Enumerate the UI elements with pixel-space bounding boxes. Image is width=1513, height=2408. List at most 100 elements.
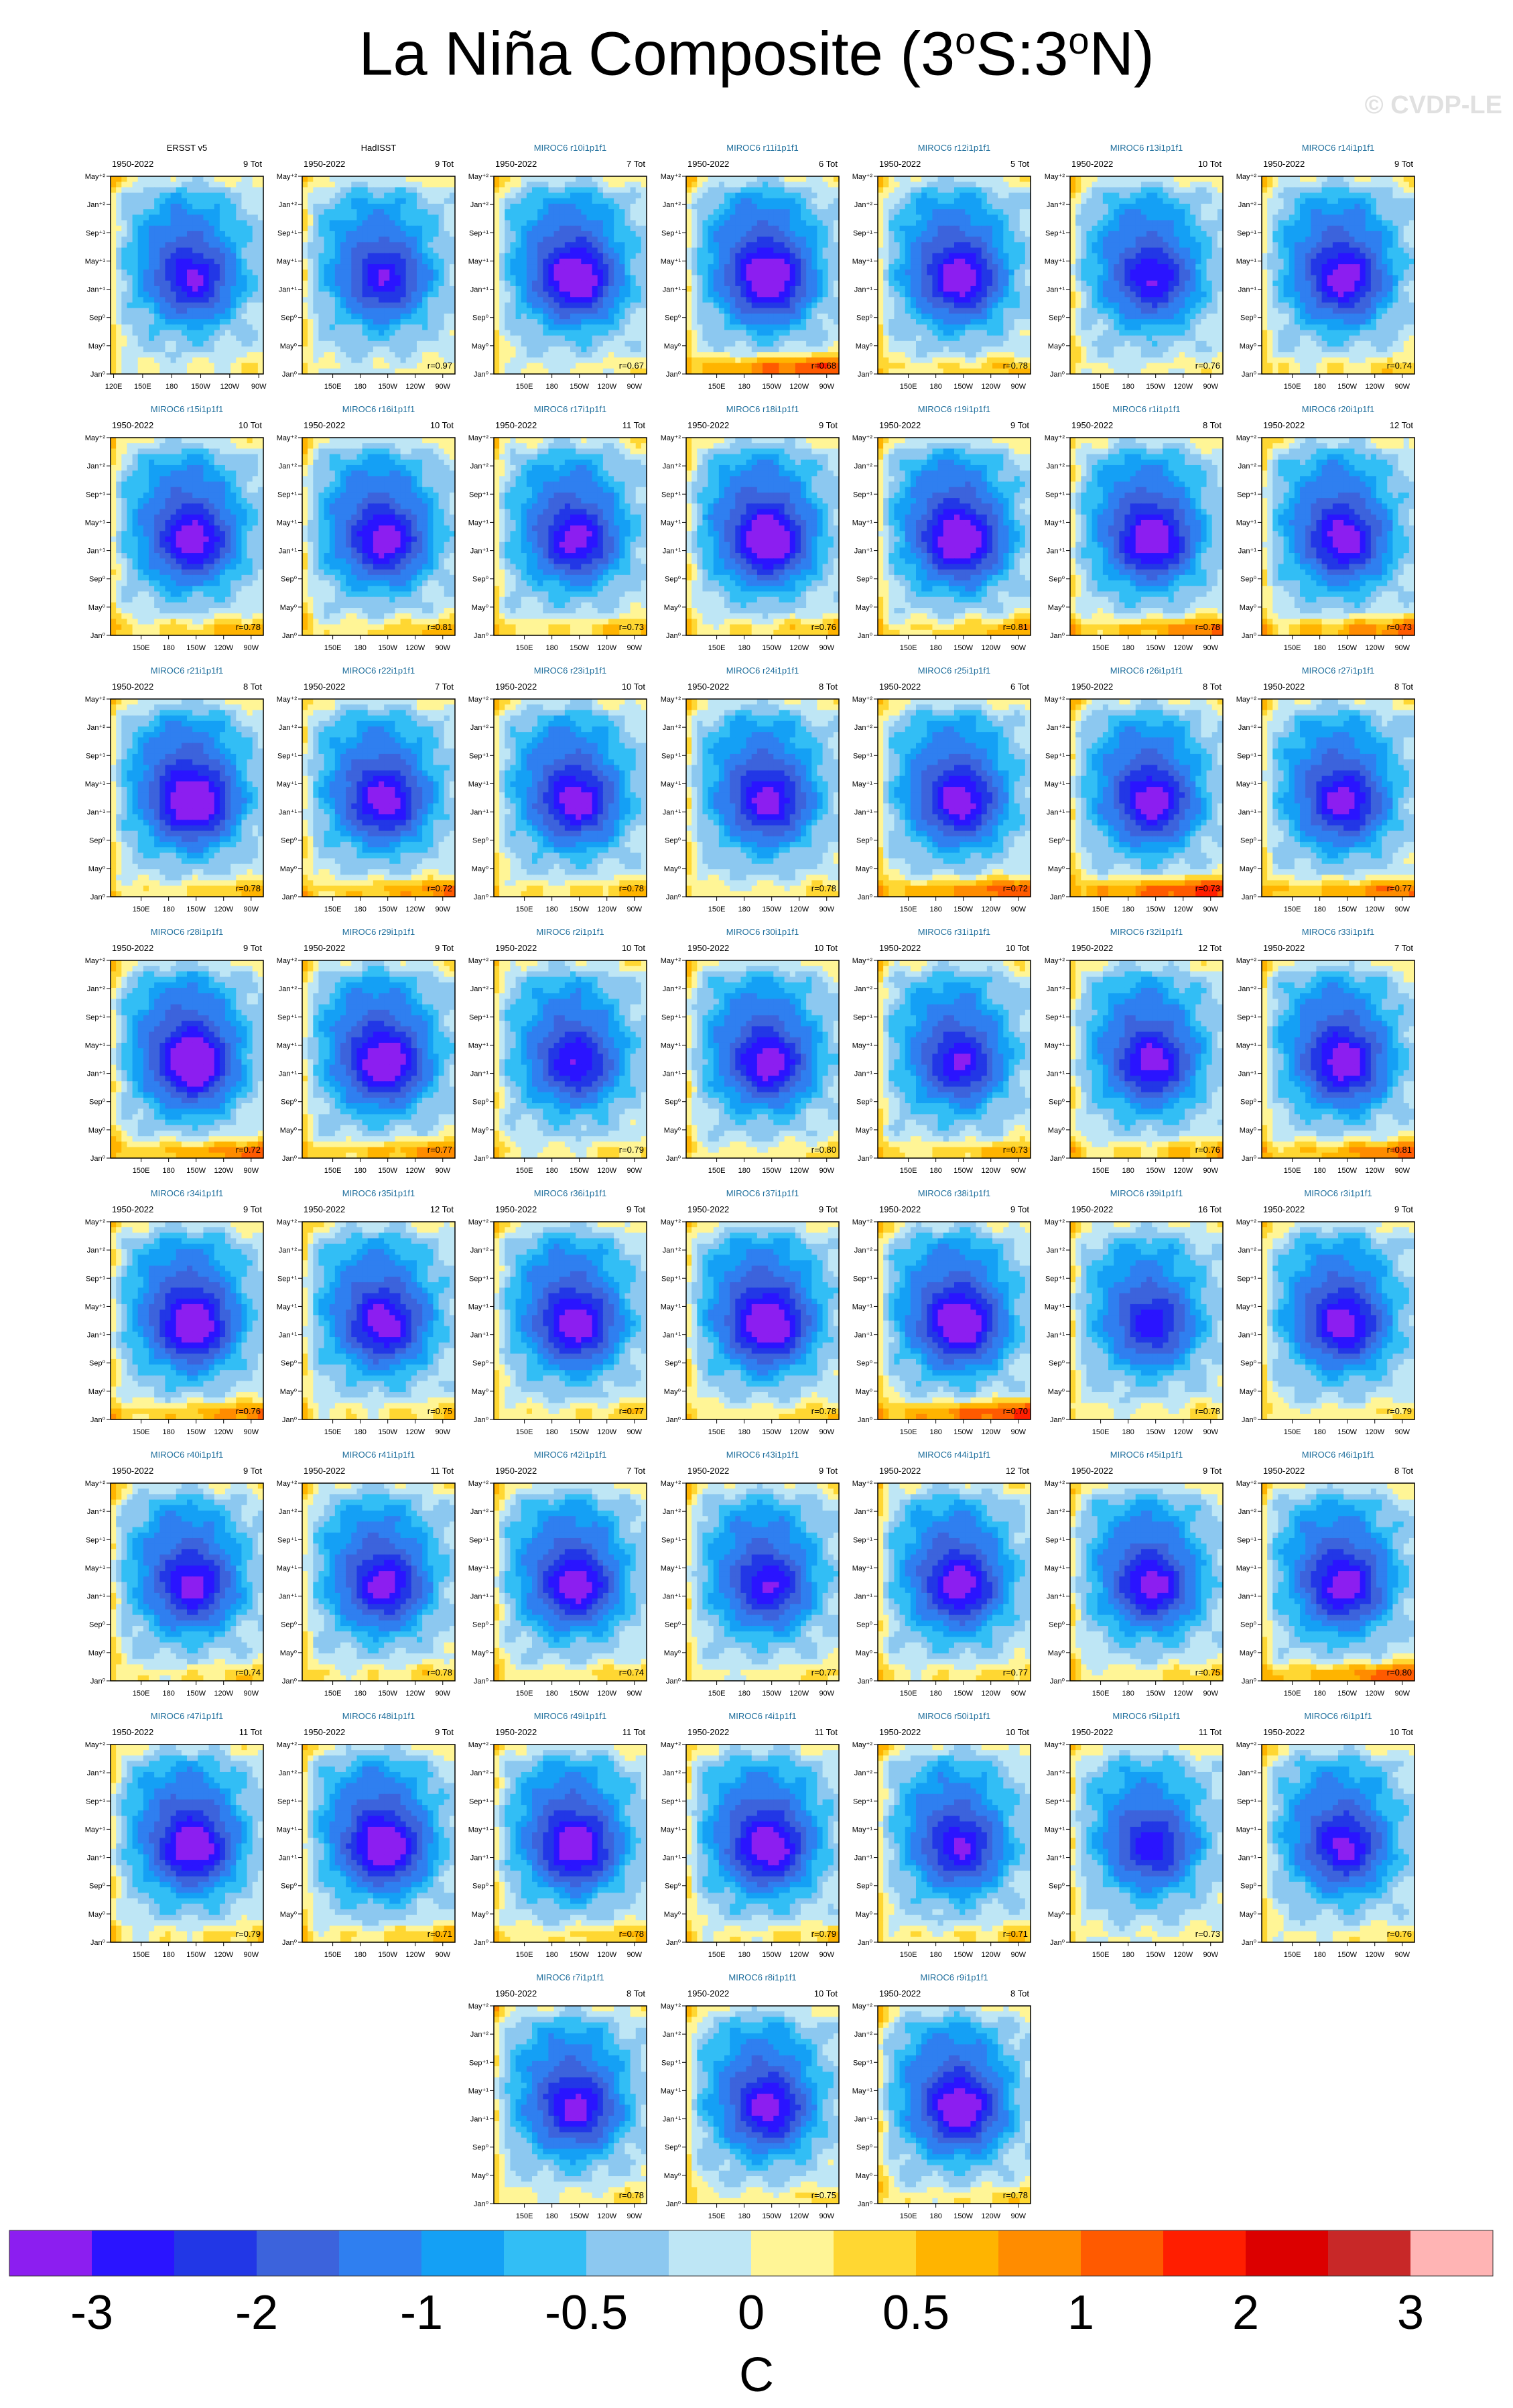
heat-cell bbox=[253, 237, 259, 243]
heat-cell bbox=[356, 357, 363, 363]
heat-cell bbox=[516, 242, 522, 248]
heat-cell bbox=[247, 264, 253, 270]
heat-cell bbox=[171, 209, 177, 215]
heat-cell bbox=[433, 242, 439, 248]
heat-cell bbox=[346, 336, 352, 342]
heat-cell bbox=[389, 204, 395, 210]
heat-cell bbox=[433, 193, 439, 199]
heat-cell bbox=[159, 214, 166, 220]
y-tick-label: Jan⁺² bbox=[87, 201, 106, 209]
heat-cell bbox=[384, 297, 390, 303]
heat-cell bbox=[225, 248, 231, 254]
heat-cell bbox=[543, 204, 549, 210]
heat-cell bbox=[111, 198, 117, 204]
heat-cell bbox=[335, 264, 341, 270]
heat-cell bbox=[203, 237, 209, 243]
heat-cell bbox=[356, 346, 363, 353]
heat-cell bbox=[241, 346, 247, 353]
heat-cell bbox=[384, 176, 390, 182]
heat-cell bbox=[182, 248, 188, 254]
heat-cell bbox=[527, 231, 533, 237]
heat-cell bbox=[373, 341, 379, 347]
heat-cell bbox=[444, 314, 450, 320]
heat-cell bbox=[433, 302, 439, 308]
heat-cell bbox=[340, 187, 346, 193]
heat-cell bbox=[351, 182, 357, 188]
heat-cell bbox=[159, 297, 166, 303]
heat-cell bbox=[247, 336, 253, 342]
heat-cell bbox=[176, 336, 182, 342]
heat-cell bbox=[302, 324, 308, 330]
heat-cell bbox=[313, 248, 319, 254]
heat-cell bbox=[116, 193, 122, 199]
heat-cell bbox=[401, 330, 407, 336]
heat-cell bbox=[111, 193, 117, 199]
heat-cell bbox=[401, 302, 407, 308]
heat-cell bbox=[598, 187, 604, 193]
heat-cell bbox=[340, 308, 346, 314]
heat-cell bbox=[308, 363, 314, 369]
heat-cell bbox=[494, 193, 500, 199]
heat-cell bbox=[203, 198, 209, 204]
heat-cell bbox=[548, 182, 554, 188]
heat-cell bbox=[592, 182, 598, 188]
heat-cell bbox=[560, 226, 566, 232]
heat-cell bbox=[176, 324, 182, 330]
heat-cell bbox=[192, 198, 198, 204]
heat-cell bbox=[231, 363, 237, 369]
heat-cell bbox=[176, 237, 182, 243]
heat-cell bbox=[159, 357, 166, 363]
heat-cell bbox=[427, 237, 434, 243]
heat-cell bbox=[247, 204, 253, 210]
heat-cell bbox=[389, 302, 395, 308]
heat-cell bbox=[149, 302, 155, 308]
x-tick-label: 150W bbox=[378, 383, 397, 391]
heat-cell bbox=[395, 336, 401, 342]
heat-cell bbox=[203, 281, 209, 287]
heat-cell bbox=[516, 237, 522, 243]
heat-cell bbox=[187, 346, 193, 353]
heat-cell bbox=[214, 341, 220, 347]
heat-cell bbox=[203, 248, 209, 254]
heat-cell bbox=[236, 308, 242, 314]
heat-cell bbox=[330, 297, 336, 303]
heat-cell bbox=[565, 176, 571, 182]
heat-cell bbox=[198, 330, 204, 336]
heat-cell bbox=[411, 324, 417, 330]
heat-cell bbox=[379, 220, 385, 227]
heat-cell bbox=[236, 341, 242, 347]
heat-cell bbox=[433, 209, 439, 215]
heat-cell bbox=[444, 275, 450, 281]
heat-cell bbox=[636, 182, 642, 188]
heat-cell bbox=[537, 204, 543, 210]
heat-cell bbox=[198, 281, 204, 287]
heat-cell bbox=[379, 198, 385, 204]
y-tick-label: Jan⁺² bbox=[279, 201, 298, 209]
heat-cell bbox=[379, 319, 385, 325]
heat-cell bbox=[209, 336, 215, 342]
heat-cell bbox=[236, 297, 242, 303]
heat-cell bbox=[302, 176, 308, 182]
heat-cell bbox=[406, 242, 412, 248]
heat-cell bbox=[236, 198, 242, 204]
heat-cell bbox=[182, 336, 188, 342]
heat-cell bbox=[389, 357, 395, 363]
heat-cell bbox=[444, 319, 450, 325]
heat-cell bbox=[133, 297, 139, 303]
heat-cell bbox=[417, 292, 423, 298]
heat-cell bbox=[209, 281, 215, 287]
heat-cell bbox=[318, 231, 324, 237]
heat-cell bbox=[340, 242, 346, 248]
heat-cell bbox=[335, 275, 341, 281]
heat-cell bbox=[340, 253, 346, 259]
heat-cell bbox=[220, 193, 226, 199]
heat-cell bbox=[624, 193, 631, 199]
heat-cell bbox=[384, 198, 390, 204]
heat-cell bbox=[253, 297, 259, 303]
heat-cell bbox=[521, 204, 527, 210]
heat-cell bbox=[619, 237, 625, 243]
heat-cell bbox=[313, 352, 319, 358]
heat-cell bbox=[499, 220, 505, 227]
heat-cell bbox=[427, 187, 434, 193]
